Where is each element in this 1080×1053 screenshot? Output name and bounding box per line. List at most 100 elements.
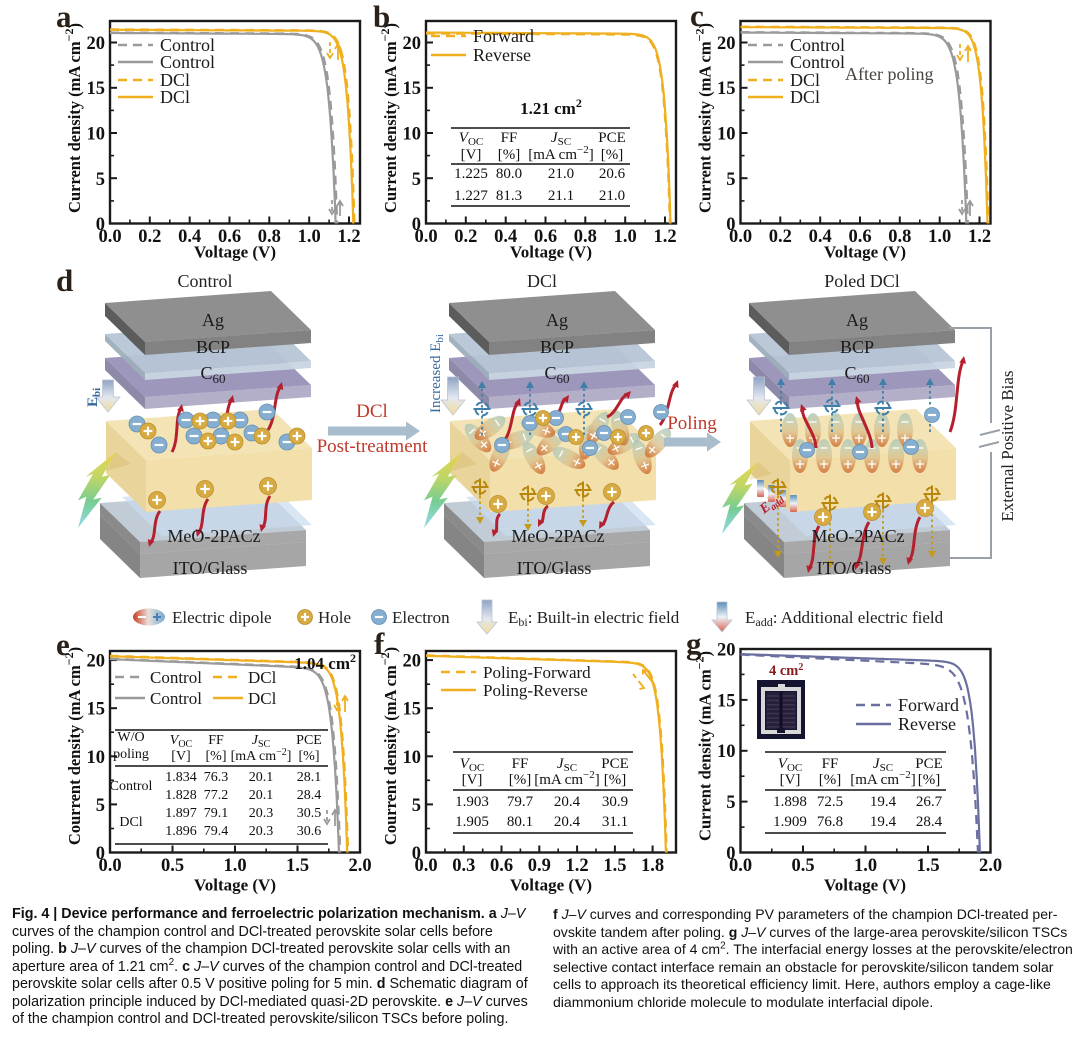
svg-text:10: 10 (403, 125, 422, 145)
svg-text:After poling: After poling (845, 64, 933, 84)
svg-text:1.2: 1.2 (337, 227, 360, 247)
svg-text:79.7: 79.7 (507, 794, 534, 810)
svg-text:15: 15 (403, 79, 422, 99)
svg-text:VOC: VOC (778, 756, 802, 774)
svg-text:DCl: DCl (119, 815, 142, 830)
svg-text:0.0: 0.0 (729, 856, 752, 876)
svg-text:30.9: 30.9 (602, 794, 628, 810)
svg-text:Poling-Forward: Poling-Forward (483, 663, 591, 682)
svg-text:Forward: Forward (898, 695, 959, 715)
svg-text:Control: Control (150, 689, 202, 708)
svg-text:[V]: [V] (461, 147, 482, 163)
svg-text:1.896: 1.896 (165, 824, 197, 839)
svg-text:5: 5 (96, 170, 105, 190)
svg-text:31.1: 31.1 (602, 814, 628, 830)
svg-text:1.2: 1.2 (653, 227, 676, 247)
svg-text:VOC: VOC (459, 130, 483, 148)
svg-text:1.909: 1.909 (773, 814, 807, 830)
svg-text:20: 20 (717, 34, 736, 54)
svg-text:Control: Control (177, 271, 232, 291)
svg-text:80.0: 80.0 (496, 166, 522, 182)
svg-text:JSC: JSC (873, 756, 893, 774)
svg-text:0.8: 0.8 (574, 227, 597, 247)
svg-text:Post-treatment: Post-treatment (317, 436, 429, 457)
svg-text:0.0: 0.0 (414, 227, 437, 247)
svg-text:FF: FF (501, 130, 518, 146)
svg-text:10: 10 (87, 748, 106, 768)
svg-text:0.3: 0.3 (452, 856, 475, 876)
svg-text:BCP: BCP (540, 337, 574, 357)
svg-text:MeO-2PACz: MeO-2PACz (167, 526, 260, 546)
svg-text:1.2: 1.2 (566, 856, 589, 876)
svg-text:ITO/Glass: ITO/Glass (517, 558, 592, 578)
svg-text:DCl: DCl (248, 689, 277, 708)
svg-text:10: 10 (87, 125, 106, 145)
svg-text:0: 0 (412, 844, 421, 864)
svg-text:ITO/Glass: ITO/Glass (817, 558, 892, 578)
svg-text:20.1: 20.1 (249, 788, 274, 803)
svg-text:5: 5 (412, 796, 421, 816)
svg-text:[%]: [%] (299, 749, 320, 764)
svg-text:20: 20 (403, 34, 422, 54)
svg-text:d: d (56, 263, 73, 298)
svg-text:21.1: 21.1 (548, 188, 574, 204)
svg-text:f: f (374, 626, 385, 661)
svg-text:0.0: 0.0 (414, 856, 437, 876)
svg-text:PCE: PCE (601, 756, 629, 772)
svg-text:Forward: Forward (473, 26, 534, 46)
svg-text:20.3: 20.3 (249, 824, 274, 839)
svg-text:Increased Ebi: Increased Ebi (428, 334, 446, 413)
svg-text:FF: FF (208, 733, 224, 748)
svg-text:Ebi: Built-in electric field: Ebi: Built-in electric field (508, 608, 680, 629)
svg-text:1.0: 1.0 (614, 227, 637, 247)
svg-text:Voltage (V): Voltage (V) (824, 243, 906, 262)
svg-text:20.6: 20.6 (599, 166, 626, 182)
svg-text:DCl: DCl (160, 87, 190, 107)
svg-text:FF: FF (822, 756, 839, 772)
svg-text:BCP: BCP (840, 337, 874, 357)
svg-text:5: 5 (96, 796, 105, 816)
svg-text:72.5: 72.5 (817, 794, 843, 810)
svg-text:DCl: DCl (356, 401, 388, 422)
svg-text:DCl: DCl (527, 271, 557, 291)
svg-text:0.6: 0.6 (848, 227, 871, 247)
svg-text:0.6: 0.6 (490, 856, 513, 876)
svg-text:4 cm2: 4 cm2 (769, 662, 803, 680)
svg-text:1.5: 1.5 (286, 856, 309, 876)
svg-text:1.8: 1.8 (641, 856, 664, 876)
svg-text:0.2: 0.2 (769, 227, 792, 247)
svg-text:Current density (mA cm−2): Current density (mA cm−2) (378, 23, 400, 213)
svg-text:0.5: 0.5 (161, 856, 184, 876)
svg-text:poling: poling (113, 747, 149, 762)
svg-text:Voltage (V): Voltage (V) (510, 876, 592, 895)
svg-text:79.1: 79.1 (204, 806, 229, 821)
svg-text:JSC: JSC (252, 733, 271, 750)
svg-text:20: 20 (717, 641, 736, 661)
svg-text:Reverse: Reverse (898, 714, 956, 734)
svg-text:1.897: 1.897 (165, 806, 197, 821)
svg-text:1.0: 1.0 (854, 856, 877, 876)
svg-text:10: 10 (403, 748, 422, 768)
svg-text:1.225: 1.225 (454, 166, 488, 182)
svg-text:MeO-2PACz: MeO-2PACz (511, 526, 604, 546)
svg-text:DCl: DCl (160, 70, 190, 90)
svg-text:0.8: 0.8 (888, 227, 911, 247)
svg-text:2.0: 2.0 (979, 856, 1002, 876)
svg-text:1.828: 1.828 (165, 788, 197, 803)
svg-text:28.4: 28.4 (916, 814, 943, 830)
svg-text:1.2: 1.2 (968, 227, 991, 247)
svg-text:[V]: [V] (780, 772, 801, 788)
svg-text:Control: Control (110, 779, 153, 794)
svg-text:0.2: 0.2 (138, 227, 161, 247)
svg-text:BCP: BCP (196, 337, 230, 357)
svg-text:e: e (56, 627, 70, 662)
svg-text:77.2: 77.2 (204, 788, 229, 803)
svg-text:30.5: 30.5 (297, 806, 322, 821)
svg-text:1.227: 1.227 (454, 188, 488, 204)
svg-text:[mA cm−2]: [mA cm−2] (850, 769, 915, 788)
svg-text:c: c (690, 0, 704, 33)
svg-text:Ag: Ag (546, 310, 568, 330)
svg-text:[V]: [V] (462, 772, 483, 788)
svg-text:20: 20 (403, 652, 422, 672)
svg-text:[%]: [%] (819, 772, 842, 788)
